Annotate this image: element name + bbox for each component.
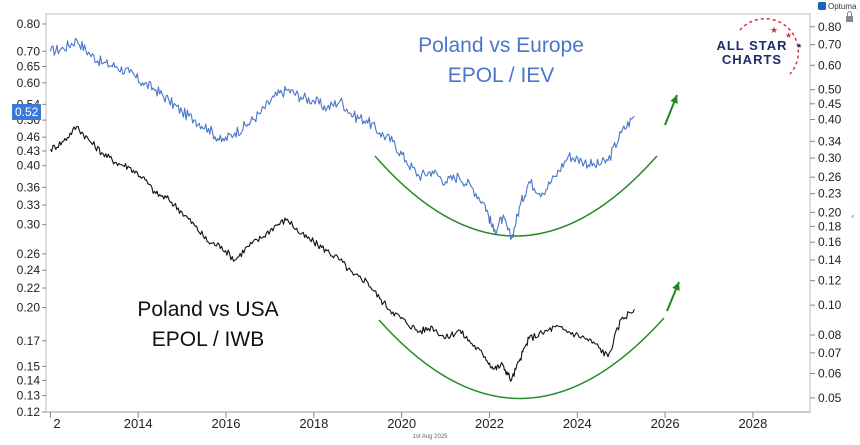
optuma-label: Optuma — [828, 2, 857, 11]
europe-up-arrow-icon — [664, 94, 678, 126]
logo-star-ring-icon — [739, 17, 800, 75]
usa-base-arc — [378, 317, 665, 400]
logo-line1: ALL STAR — [716, 38, 787, 53]
right-tick-label: 0.40 — [818, 113, 842, 127]
right-axis: 0.80 0.70 0.60 0.500.45 0.40 0.34 0.30 0.26 0.23… — [810, 20, 842, 405]
right-tick-label: 0.12 — [818, 274, 842, 288]
x-tick-label: 2018 — [299, 416, 328, 431]
left-tick-label: 0.65 — [17, 59, 41, 73]
left-tick-label: 0.60 — [17, 76, 41, 90]
rounding-bottom-arcs — [374, 155, 665, 400]
left-tick-label: 0.15 — [17, 359, 41, 373]
right-tick-label: 0.60 — [818, 58, 842, 72]
current-value-label: 0.52 — [15, 105, 39, 119]
right-tick-label: 0.50 — [818, 83, 842, 97]
left-tick-label: 0.80 — [17, 17, 41, 31]
current-value-box — [12, 104, 41, 120]
x-tick-label: 2026 — [651, 416, 680, 431]
left-tick-label: 0.22 — [17, 281, 41, 295]
left-tick-label: 0.40 — [17, 159, 41, 173]
lock-icon — [846, 11, 853, 22]
annotation-usa-title: Poland vs USA — [137, 298, 278, 321]
left-tick-label: 0.43 — [17, 144, 41, 158]
right-tick-label: 0.70 — [818, 38, 842, 52]
left-tick-label: 0.17 — [17, 334, 41, 348]
left-axis-current-value: 0.52 — [12, 104, 41, 120]
x-axis: 2 2014 2016 2018 2020 2022 2024 2026 2028 — [49, 412, 767, 431]
all-star-charts-logo: ★ ★ ★ ALL STAR CHARTS — [716, 17, 802, 75]
right-tick-label: 0.80 — [818, 20, 842, 34]
left-tick-label: 0.24 — [17, 263, 41, 277]
upward-arrows — [664, 94, 680, 312]
optuma-branding: Optuma — [818, 2, 857, 22]
right-tick-label: 0.16 — [818, 235, 842, 249]
plot-frame — [45, 13, 811, 413]
left-tick-label: 0.13 — [17, 389, 41, 403]
logo-star-icon: ★ — [770, 26, 778, 36]
left-tick-label: 0.20 — [17, 301, 41, 315]
x-tick-label: 2016 — [212, 416, 241, 431]
right-tick-label: 0.20 — [818, 205, 842, 219]
right-tick-label: 0.07 — [818, 346, 842, 360]
right-tick-label: 0.18 — [818, 219, 842, 233]
right-tick-label: 0.06 — [818, 366, 842, 380]
optuma-logo-icon — [818, 2, 826, 10]
left-tick-label: 0.14 — [17, 373, 41, 387]
right-tick-label: 0.08 — [818, 328, 842, 342]
left-tick-label: 0.26 — [17, 247, 41, 261]
series-line-1 — [49, 125, 635, 382]
left-tick-label: 0.36 — [17, 180, 41, 194]
x-tick-label: 2020 — [387, 416, 416, 431]
logo-star-icon: ★ — [796, 42, 802, 50]
left-tick-label: 0.12 — [17, 405, 41, 419]
annotation-europe-ratio: EPOL / IEV — [448, 64, 555, 87]
right-tick-label: 0.30 — [818, 151, 842, 165]
x-tick-label: 2 — [53, 416, 60, 431]
x-tick-label: 2028 — [738, 416, 767, 431]
usa-up-arrow-icon — [666, 281, 680, 312]
left-tick-label: 0.70 — [17, 44, 41, 58]
right-tick-label: 0.05 — [818, 391, 842, 405]
left-tick-label: 0.46 — [17, 130, 41, 144]
right-tick-label: 0.34 — [818, 134, 842, 148]
right-tick-label: 0.45 — [818, 97, 842, 111]
left-tick-label: 0.33 — [17, 198, 41, 212]
left-axis: 0.800.700.650.600.540.500.460.430.400.36… — [17, 17, 46, 419]
right-tick-label: 0.14 — [818, 253, 842, 267]
x-tick-label: 2024 — [563, 416, 592, 431]
series-line-0 — [49, 37, 635, 240]
left-tick-label: 0.30 — [17, 218, 41, 232]
x-tick-label: 2014 — [124, 416, 153, 431]
annotation-usa-ratio: EPOL / IWB — [152, 328, 264, 351]
series-lines — [49, 37, 635, 382]
footer-date: 1st Aug 2025 — [412, 434, 448, 440]
europe-base-arc — [374, 155, 658, 237]
right-tick-label: 0.23 — [818, 187, 842, 201]
annotation-europe-title: Poland vs Europe — [418, 34, 584, 57]
right-tick-label: 0.10 — [818, 298, 842, 312]
logo-line2: CHARTS — [722, 52, 782, 67]
logo-star-icon: ★ — [785, 31, 792, 40]
collapse-panel-chevron-icon[interactable]: ‹ — [851, 212, 855, 222]
right-tick-label: 0.26 — [818, 170, 842, 184]
x-tick-label: 2022 — [475, 416, 504, 431]
